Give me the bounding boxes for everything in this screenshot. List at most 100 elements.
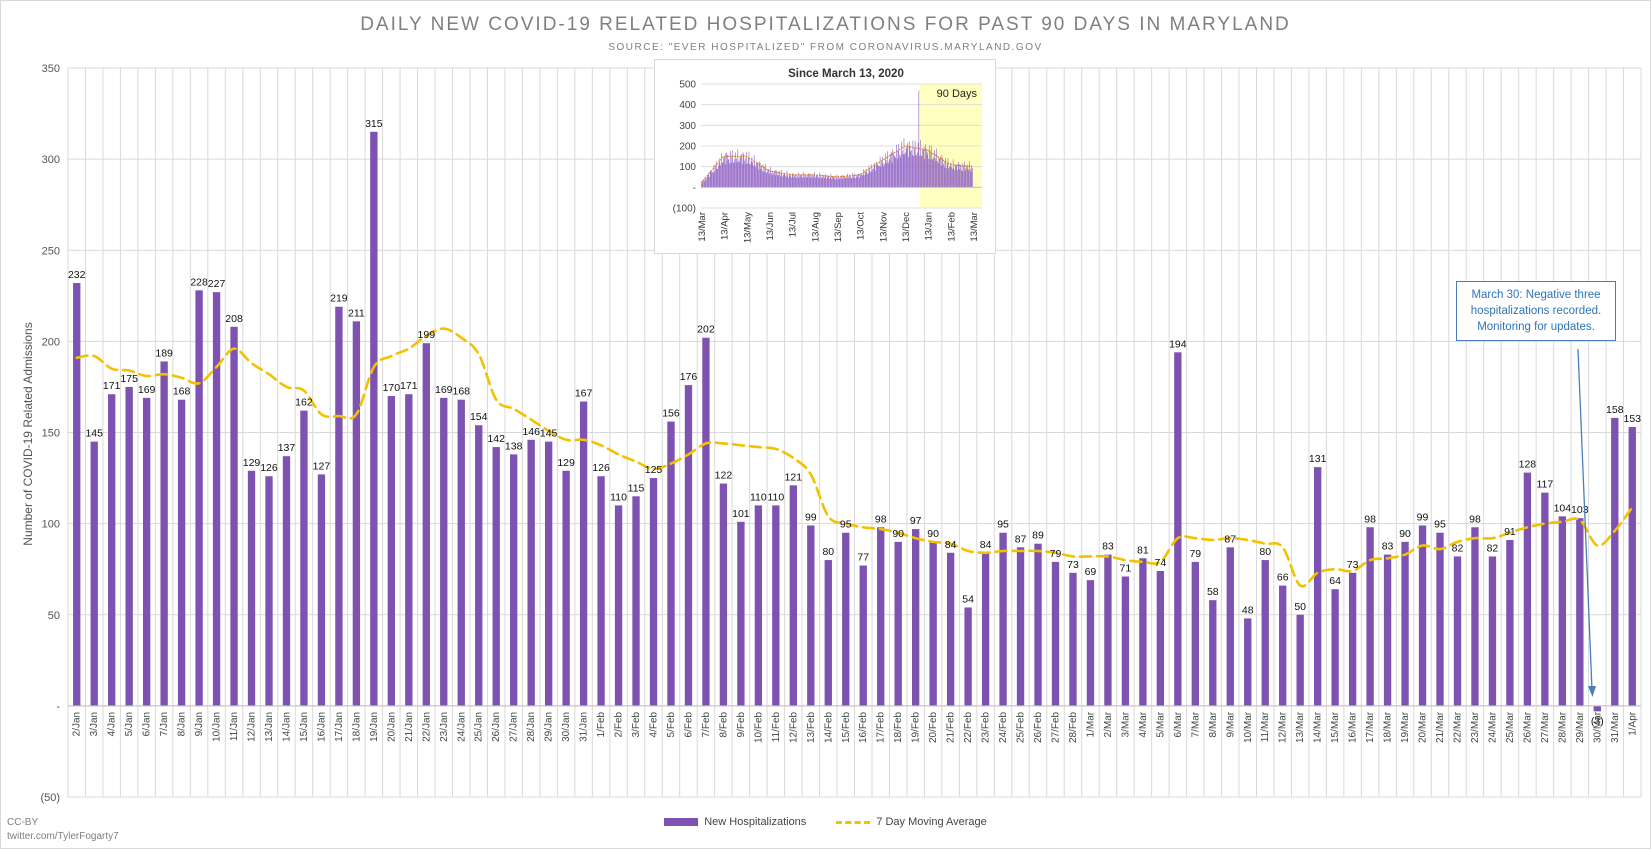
inset-bar <box>741 153 742 188</box>
bar <box>440 397 448 706</box>
inset-bar <box>765 173 767 188</box>
moving-average-line <box>75 327 1634 588</box>
data-label: 95 <box>1434 519 1446 531</box>
bar <box>1593 705 1601 712</box>
bar <box>317 474 326 706</box>
inset-bar <box>815 176 817 188</box>
x-tick-label: 3/Mar <box>1120 711 1131 737</box>
x-tick-label: 20/Mar <box>1418 711 1429 743</box>
inset-bar <box>968 170 970 188</box>
bar <box>1296 614 1304 706</box>
inset-bar <box>866 172 867 188</box>
inset-bar <box>886 162 888 188</box>
x-tick-label: 12/Feb <box>788 711 799 743</box>
data-label: 162 <box>295 397 313 409</box>
inset-bar <box>884 163 885 188</box>
inset-bar <box>887 151 888 188</box>
inset-bar <box>873 164 875 188</box>
inset-bar <box>730 151 731 188</box>
x-tick-label: 16/Mar <box>1348 711 1359 743</box>
data-label: 87 <box>1015 533 1027 545</box>
inset-bar <box>840 178 841 188</box>
inset-bar <box>947 158 949 188</box>
inset-chart-svg: 90 Days (100) - 100 200 300 400 500 13/Mar 13/Apr… <box>673 80 982 243</box>
x-tick-label: 1/Apr <box>1627 711 1638 736</box>
inset-bar <box>955 166 957 188</box>
inset-bar <box>861 175 863 188</box>
inset-bar <box>871 172 873 188</box>
inset-bar <box>799 176 800 188</box>
inset-bar <box>890 153 891 188</box>
inset-bar <box>956 164 958 188</box>
bar <box>230 326 238 706</box>
x-tick-label: 6/Feb <box>683 711 694 737</box>
inset-bar <box>969 168 971 188</box>
y-tick-label: 150 <box>42 428 60 440</box>
bar <box>789 485 797 706</box>
x-tick-label: 6/Mar <box>1173 711 1184 737</box>
bar <box>842 532 850 706</box>
inset-x-tick-label: 13/Jan <box>924 212 935 241</box>
data-label: 90 <box>892 528 904 540</box>
data-label: 146 <box>522 426 540 438</box>
data-label: 84 <box>980 539 992 551</box>
inset-bar <box>858 173 859 188</box>
x-tick-label: 27/Jan <box>509 712 520 742</box>
x-tick-label: 26/Feb <box>1033 711 1044 743</box>
inset-bar <box>943 164 944 188</box>
bar <box>387 396 396 706</box>
inset-bar <box>762 170 763 188</box>
inset-bar <box>863 169 865 188</box>
data-label: 74 <box>1155 557 1167 569</box>
inset-bar <box>958 162 959 188</box>
inset-bar <box>899 157 901 188</box>
inset-bar <box>891 162 893 188</box>
bar <box>877 527 885 706</box>
x-tick-label: 19/Mar <box>1400 711 1411 743</box>
inset-bar <box>846 177 847 188</box>
inset-bar <box>932 159 934 188</box>
x-tick-label: 30/Jan <box>561 712 572 742</box>
data-label: 110 <box>767 491 784 503</box>
bar <box>772 505 780 706</box>
axis-layer: (50) - 50 100 150 200 250 300 350 2/Jan 3/Jan 4/Jan… <box>40 63 1641 804</box>
inset-bar <box>895 157 897 188</box>
inset-bar <box>761 166 762 188</box>
inset-bar <box>736 158 737 188</box>
bar <box>212 292 221 706</box>
inset-title: Since March 13, 2020 <box>788 68 904 80</box>
x-tick-label: 24/Feb <box>998 711 1009 743</box>
inset-bar <box>907 143 908 188</box>
bar <box>754 505 763 706</box>
inset-bar <box>847 173 848 188</box>
inset-bar <box>920 140 921 188</box>
bar <box>1279 585 1287 706</box>
inset-x-tick-label: 13/Feb <box>946 212 957 242</box>
data-label: 129 <box>557 457 575 469</box>
inset-bar <box>904 154 905 188</box>
inset-bar <box>925 148 927 188</box>
inset-bar <box>889 158 891 188</box>
x-tick-label: 14/Jan <box>281 712 292 742</box>
x-tick-label: 4/Feb <box>649 711 660 737</box>
bar <box>457 399 465 706</box>
inset-bar <box>830 173 832 188</box>
inset-bar <box>720 165 721 188</box>
inset-bar <box>864 175 865 188</box>
inset-bar <box>929 159 931 188</box>
inset-bar <box>701 184 702 188</box>
bar <box>1401 541 1409 706</box>
inset-bar <box>833 177 835 188</box>
inset-bar <box>859 173 861 188</box>
x-tick-label: 17/Mar <box>1365 711 1376 743</box>
inset-bar <box>970 171 972 188</box>
annotation-box: March 30: Negative three hospitalization… <box>1456 281 1616 341</box>
inset-bar <box>768 168 769 188</box>
x-tick-label: 3/Feb <box>631 711 642 737</box>
inset-bar <box>912 140 914 188</box>
bar <box>1558 516 1567 706</box>
inset-bar <box>849 174 850 188</box>
bar <box>160 361 168 706</box>
bar <box>73 283 81 706</box>
legend-item-bars: New Hospitalizations <box>664 816 806 828</box>
